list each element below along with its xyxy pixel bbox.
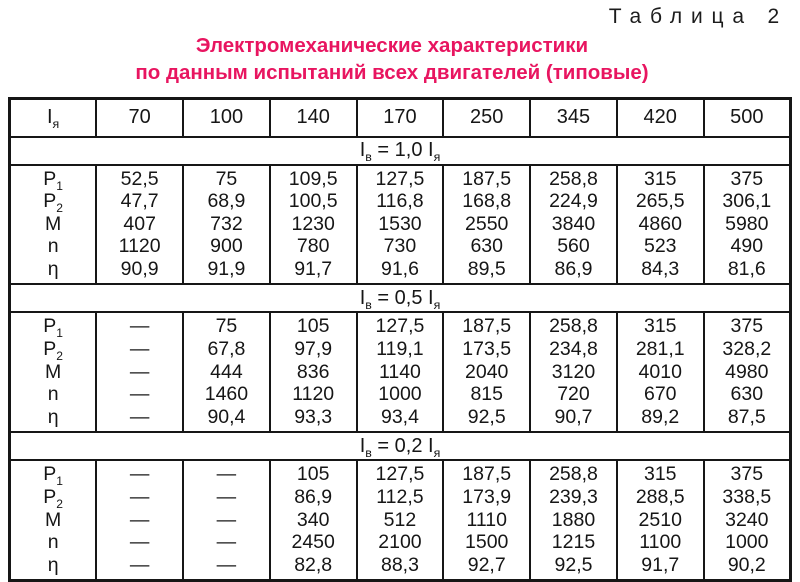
row-label: P2 (43, 486, 63, 511)
title-line1: Электромеханические характеристики (195, 34, 589, 57)
value-cell: 52,5 47,7 407 1120 90,9 (95, 163, 185, 286)
row-label: P2 (43, 338, 63, 363)
corner-cell: Iя (8, 97, 98, 138)
section-3-data-row: P1 P2 M n η — — — — — — — — — (8, 459, 792, 582)
row-label: M (45, 508, 62, 531)
section-2-data-row: P1 P2 M n η — — — — — 75 67,8 444 (8, 311, 792, 434)
value-cell: 258,8 234,8 3120 720 90,7 (529, 311, 618, 434)
value-cell: 127,5 116,8 1530 730 91,6 (355, 163, 445, 286)
row-label: P1 (43, 315, 63, 341)
row-label: n (47, 383, 59, 406)
row-label: η (47, 257, 59, 280)
row-labels-cell: P1 P2 M n η (8, 459, 98, 582)
value-cell: 258,8 239,3 1880 1215 92,5 (529, 459, 618, 582)
col-header: 140 (268, 97, 358, 138)
value-cell: 315 281,1 4010 670 89,2 (615, 311, 705, 434)
value-cell: — — — — — (95, 311, 185, 434)
value-cell: 315 288,5 2510 1100 91,7 (615, 459, 705, 582)
table-number-label: Таблица 2 (608, 5, 788, 28)
col-header: 250 (442, 97, 532, 138)
section-2-band: Iв = 0,5 Iя (8, 283, 792, 314)
row-labels-cell: P1 P2 M n η (8, 311, 98, 434)
row-label: M (45, 360, 62, 383)
col-header: 500 (702, 97, 792, 138)
value-cell: 258,8 224,9 3840 560 86,9 (529, 163, 618, 286)
row-label: n (47, 235, 59, 258)
row-label: P1 (43, 167, 63, 193)
row-label: η (47, 553, 59, 576)
row-label: η (47, 405, 59, 428)
section-2-title: Iв = 0,5 Iя (8, 283, 792, 314)
col-header: 170 (355, 97, 445, 138)
row-label: n (47, 531, 59, 554)
column-header-row: Iя 70 100 140 170 250 345 420 500 (8, 97, 792, 138)
value-cell: 375 328,2 4980 630 87,5 (702, 311, 792, 434)
row-label: P2 (43, 190, 63, 215)
value-cell: 375 338,5 3240 1000 90,2 (702, 459, 792, 582)
col-header: 345 (529, 97, 618, 138)
value-cell: 105 86,9 340 2450 82,8 (268, 459, 358, 582)
value-cell: 187,5 173,9 1110 1500 92,7 (442, 459, 532, 582)
value-cell: 75 68,9 732 900 91,9 (182, 163, 271, 286)
col-header: 100 (182, 97, 271, 138)
title-line2: по данным испытаний всех двигателей (тип… (135, 61, 649, 84)
row-label: P1 (43, 463, 63, 489)
value-cell: 109,5 100,5 1230 780 91,7 (268, 163, 358, 286)
value-cell: — — — — — (95, 459, 185, 582)
row-labels-cell: P1 P2 M n η (8, 163, 98, 286)
value-cell: 187,5 168,8 2550 630 89,5 (442, 163, 532, 286)
section-3-title: Iв = 0,2 Iя (8, 431, 792, 462)
col-header: 70 (95, 97, 185, 138)
value-cell: 187,5 173,5 2040 815 92,5 (442, 311, 532, 434)
section-1-title: Iв = 1,0 Iя (8, 135, 792, 166)
value-cell: 375 306,1 5980 490 81,6 (702, 163, 792, 286)
page-title: Электромеханические характеристики по да… (0, 32, 784, 86)
section-1-data-row: P1 P2 M n η 52,5 47,7 407 1120 90,9 75 6… (8, 163, 792, 286)
characteristics-table-wrap: Iя 70 100 140 170 250 345 420 500 Iв = 1… (8, 97, 792, 582)
characteristics-table: Iя 70 100 140 170 250 345 420 500 Iв = 1… (8, 97, 792, 582)
section-3-band: Iв = 0,2 Iя (8, 431, 792, 462)
section-1-band: Iв = 1,0 Iя (8, 135, 792, 166)
col-header: 420 (615, 97, 705, 138)
value-cell: 75 67,8 444 1460 90,4 (182, 311, 271, 434)
value-cell: 315 265,5 4860 523 84,3 (615, 163, 705, 286)
value-cell: 105 97,9 836 1120 93,3 (268, 311, 358, 434)
value-cell: 127,5 119,1 1140 1000 93,4 (355, 311, 445, 434)
value-cell: — — — — — (182, 459, 271, 582)
row-label: M (45, 212, 62, 235)
value-cell: 127,5 112,5 512 2100 88,3 (355, 459, 445, 582)
